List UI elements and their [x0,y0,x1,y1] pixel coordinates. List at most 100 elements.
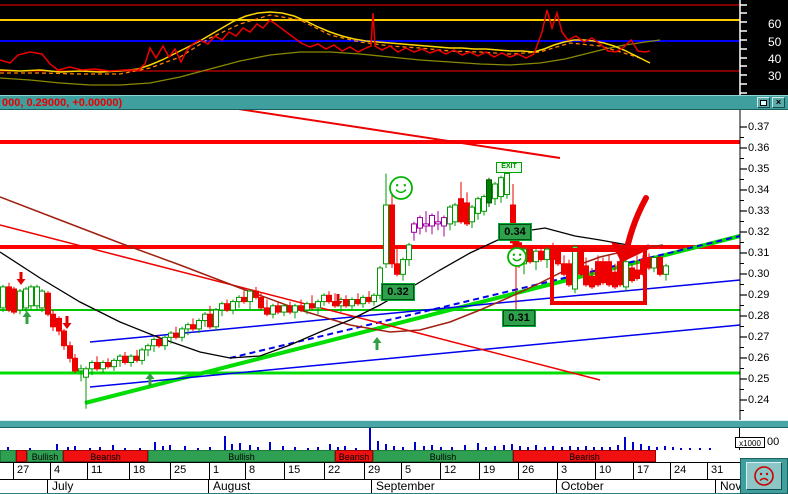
candle [23,286,29,313]
green-uptrend[interactable] [84,234,741,405]
indicator-tick-label: 60 [768,17,782,31]
candle [629,263,635,283]
orange-dashed-line [0,14,641,75]
sentiment-segment [16,450,27,462]
price-tick-label: 0.37 [748,121,770,133]
candle [219,301,225,317]
candle [657,255,663,277]
close-button[interactable]: × [772,97,785,108]
candle [213,307,219,331]
candle [83,366,89,409]
candle [417,215,423,235]
candle [287,301,293,315]
candle [236,295,242,308]
candle [190,318,196,331]
hand-drawn-arrow[interactable] [625,195,649,247]
blue-fan-mid[interactable] [89,279,741,343]
sentiment-segment-bearish: Bearish [63,450,148,462]
candle [377,265,383,300]
candle [544,247,550,268]
candle [292,303,298,319]
candle [275,301,281,315]
smiley-face-icon [389,176,413,200]
hand-drawn-rectangle[interactable] [550,248,647,305]
blue-fan-lower[interactable] [89,324,741,388]
price-tick-label: 0.25 [748,373,770,385]
candle [315,299,321,315]
candle [435,211,441,231]
candle [458,181,464,224]
sentiment-segment-bullish: Bullish [373,450,513,462]
price-chart-pane[interactable]: 0.37 0.36 0.35 0.34 0.33 0.32 0.31 0.30 0.29 0.28… [0,110,788,420]
candle [663,263,669,281]
volume-bar [535,445,537,450]
candle [145,343,151,357]
candle [366,291,372,304]
blue-fan-upper[interactable] [229,235,741,359]
volume-bar [393,446,395,450]
candle [572,244,578,294]
candle [230,299,236,315]
candle [309,295,315,310]
red-downtrend[interactable] [0,224,601,381]
corner-indicator-button[interactable] [740,458,788,494]
volume-bar [162,446,164,450]
candle [423,211,429,233]
week-tick-label: 22 [324,463,364,479]
volume-bar [139,448,141,450]
week-tick-label: 17 [633,463,670,479]
candle [298,299,304,313]
candle [196,318,202,334]
volume-bar [7,447,9,450]
candle [100,360,106,373]
price-tick-label: 0.35 [748,163,770,175]
candle [139,347,145,365]
candle [349,297,355,310]
candlestick-plot [0,110,747,420]
candle [595,255,601,287]
candle [411,221,417,241]
volume-bar [231,444,233,450]
candle [264,299,270,317]
volume-bar [169,445,171,450]
price-tick-label: 0.34 [748,184,770,196]
candle [561,255,567,277]
close-icon: × [775,97,782,107]
volume-bar [269,442,271,450]
month-label: October [556,480,715,493]
candle [6,282,12,313]
candle [111,358,117,371]
restore-button[interactable] [757,97,770,108]
volume-bar [249,445,251,450]
volume-bar [451,447,453,450]
month-label: Nov [715,480,741,493]
week-tick-label: 1 [209,463,245,479]
red-resistance-diag[interactable] [232,110,561,159]
volume-bar [184,446,186,450]
volume-bar [699,448,701,450]
sentiment-segment-bullish: Bullish [27,450,63,462]
price-tick-label: 0.30 [748,268,770,280]
candle [394,247,400,277]
candle [538,244,544,262]
candle [28,284,34,310]
olive-line [0,39,661,86]
volume-bar [344,446,346,450]
price-label-034: 0.34 [498,223,532,241]
week-tick-label: 10 [595,463,633,479]
candle [583,257,589,287]
pane-separator[interactable] [0,420,788,428]
volume-bar [503,445,505,450]
volume-bar [519,446,521,450]
candle [469,205,475,229]
up-arrow-marker [22,311,32,324]
volume-bar [74,446,76,450]
volume-bar [197,448,199,450]
candle [623,259,629,292]
volume-bar [601,447,603,450]
volume-bar [385,444,387,450]
chart-titlebar[interactable]: 000, 0.29000, +0.00000) × [0,95,788,110]
volume-bar [224,436,226,450]
sentiment-segment-bullish: Bullish [148,450,335,462]
candle [383,173,389,268]
